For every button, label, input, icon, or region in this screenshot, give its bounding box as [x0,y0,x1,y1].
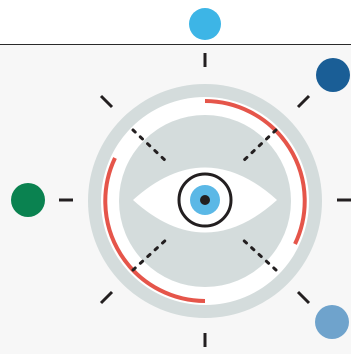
red-arc-top-right [204,99,307,245]
dotted-guide-se [239,236,278,272]
dotted-guides [131,128,278,272]
top-dot [189,8,221,40]
red-arc-bottom-left [103,157,206,303]
left-dot [11,183,45,217]
outer-ticks [59,53,351,347]
dotted-guide-nw [131,128,170,165]
dotted-guide-ne [239,128,278,165]
eye-icon [133,167,277,233]
pupil [200,195,210,205]
tick-ne [296,94,311,109]
dotted-guide-sw [131,236,170,272]
bottom-right-dot [315,305,349,339]
tick-sw [99,290,114,305]
tick-nw [99,94,114,109]
header-divider [0,44,351,45]
tick-se [296,290,311,305]
top-right-dot [316,58,350,92]
